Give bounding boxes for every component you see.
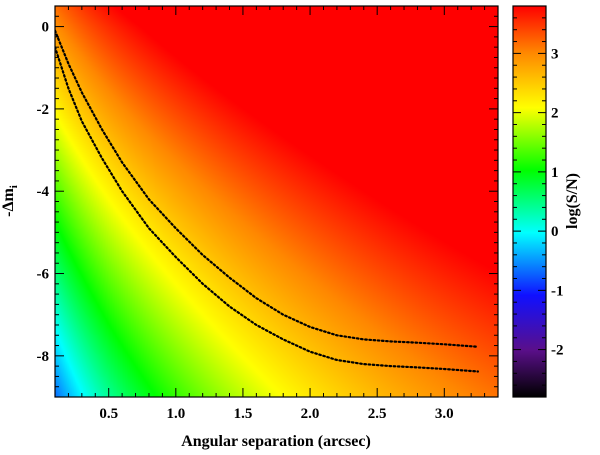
y-tick-label: -4: [37, 184, 50, 200]
heatmap-image: [55, 6, 498, 397]
colorbar-gradient: [512, 5, 547, 398]
x-tick-label: 2.0: [301, 406, 320, 422]
x-axis-title: Angular separation (arcsec): [181, 433, 371, 450]
contour-line-2: [55, 46, 479, 373]
y-tick-label: 0: [42, 20, 50, 36]
plot-area: 0.5 1.0 1.5 2.0 2.5 3.0 0 -2 -4 -6 -8: [37, 5, 499, 422]
colorbar-tick-label: 1: [551, 165, 559, 181]
x-tick-label: 2.5: [368, 406, 387, 422]
y-axis-title-main: -Δm: [0, 188, 17, 217]
colorbar-tick-label: -2: [551, 343, 564, 359]
x-tick-label: 0.5: [99, 406, 118, 422]
y-axis-title-subscript: i: [8, 185, 20, 188]
colorbar-tick-label: 3: [551, 46, 559, 62]
colorbar: -2 -1 0 1 2 3: [512, 5, 564, 398]
colorbar-tick-label: 0: [551, 224, 559, 240]
x-tick-label: 1.0: [166, 406, 185, 422]
colorbar-tick-label: 2: [551, 106, 559, 122]
y-tick-label: -8: [37, 349, 50, 365]
contour-line-1: [55, 29, 479, 348]
y-tick-label: -6: [37, 267, 50, 283]
colorbar-title: log(S/N): [564, 173, 581, 229]
y-axis-title: -Δmi: [0, 185, 20, 217]
colorbar-tick-label: -1: [551, 283, 564, 299]
x-tick-label: 1.5: [234, 406, 253, 422]
y-tick-label: -2: [37, 102, 50, 118]
x-tick-label: 3.0: [435, 406, 454, 422]
